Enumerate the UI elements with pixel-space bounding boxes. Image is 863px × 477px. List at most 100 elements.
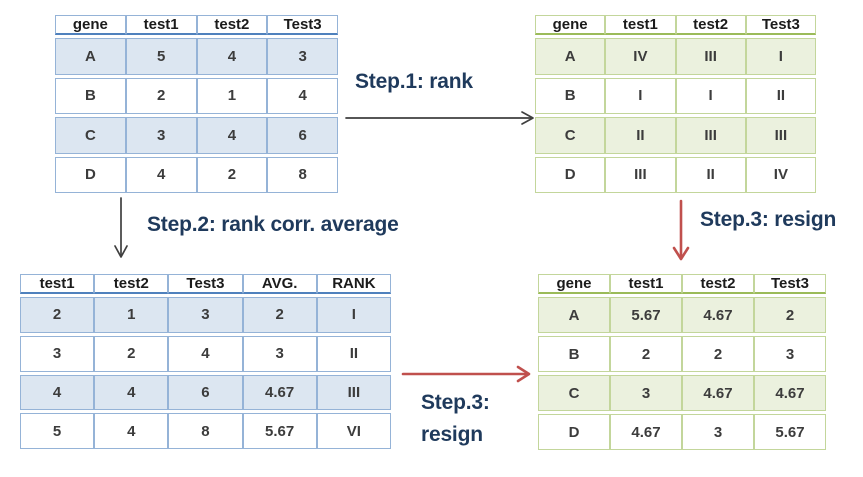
table-cell: 4 bbox=[267, 77, 338, 114]
table-cell: 4.67 bbox=[682, 297, 754, 333]
header-row: gene test1 test2 Test3 bbox=[538, 274, 826, 294]
right-arrow-red-icon bbox=[401, 365, 531, 383]
header-cell: test1 bbox=[125, 15, 197, 35]
table-cell: 5.67 bbox=[754, 414, 826, 450]
table-cell: III bbox=[675, 117, 746, 154]
step3-bottom-label-line2: resign bbox=[421, 423, 483, 446]
table-cell: II bbox=[605, 117, 676, 154]
header-cell: AVG. bbox=[242, 274, 317, 294]
table-cell: 2 bbox=[610, 336, 682, 372]
header-cell: RANK bbox=[316, 274, 391, 294]
table-cell: A bbox=[538, 297, 610, 333]
step3-bottom-label-line1: Step.3: bbox=[421, 391, 490, 414]
table-cell: 6 bbox=[267, 117, 338, 154]
header-cell: Test3 bbox=[745, 15, 816, 35]
header-cell: Test3 bbox=[267, 15, 338, 35]
header-cell: test2 bbox=[196, 15, 268, 35]
table-cell: D bbox=[538, 414, 610, 450]
step3-bottom-label: Step.3: resign bbox=[421, 387, 490, 451]
table-cell: 3 bbox=[168, 297, 243, 333]
table-cell: I bbox=[605, 77, 676, 114]
table-cell: D bbox=[535, 156, 606, 193]
table-cell: III bbox=[605, 156, 676, 193]
table-cell: 4 bbox=[196, 38, 268, 75]
table-cell: 5 bbox=[20, 413, 95, 449]
header-cell: gene bbox=[535, 15, 606, 35]
header-row: gene test1 test2 Test3 bbox=[535, 15, 816, 35]
table-cell: 4 bbox=[196, 117, 268, 154]
table-cell: III bbox=[675, 38, 746, 75]
table-cell: 4 bbox=[94, 413, 169, 449]
table-cell: II bbox=[745, 77, 816, 114]
table-cell: 4.67 bbox=[754, 375, 826, 411]
table-cell: I bbox=[316, 297, 391, 333]
down-arrow-red-icon bbox=[672, 199, 690, 261]
table-row: D III II IV bbox=[535, 156, 816, 193]
header-row: gene test1 test2 Test3 bbox=[55, 15, 338, 35]
header-cell: test1 bbox=[20, 274, 95, 294]
down-arrow-icon bbox=[114, 197, 128, 258]
table-row: 4 4 6 4.67 III bbox=[20, 374, 391, 411]
table-cell: 3 bbox=[267, 38, 338, 75]
table-cell: C bbox=[538, 375, 610, 411]
header-row: test1 test2 Test3 AVG. RANK bbox=[20, 274, 391, 294]
table-cell: 3 bbox=[682, 414, 754, 450]
table-cell: IV bbox=[745, 156, 816, 193]
table-cell: 2 bbox=[196, 156, 268, 193]
table-row: D 4.67 3 5.67 bbox=[538, 414, 826, 450]
table-cell: 4 bbox=[125, 156, 197, 193]
table-cell: 6 bbox=[168, 374, 243, 411]
table-cell: IV bbox=[605, 38, 676, 75]
table-raw-values: gene test1 test2 Test3 A 5 4 3 B 2 1 4 C 3 4 6 D 4 2 8 bbox=[55, 12, 338, 196]
table-cell: 2 bbox=[125, 77, 197, 114]
table-cell: 8 bbox=[267, 156, 338, 193]
table-cell: 5.67 bbox=[242, 413, 317, 449]
table-cell: VI bbox=[316, 413, 391, 449]
table-row: A IV III I bbox=[535, 38, 816, 75]
table-cell: 4 bbox=[94, 374, 169, 411]
table-cell: 3 bbox=[754, 336, 826, 372]
table-cell: B bbox=[538, 336, 610, 372]
table-cell: 2 bbox=[682, 336, 754, 372]
header-cell: test2 bbox=[675, 15, 746, 35]
table-cell: 5 bbox=[125, 38, 197, 75]
table-cell: I bbox=[745, 38, 816, 75]
table-cell: B bbox=[55, 77, 126, 114]
table-rank-average: test1 test2 Test3 AVG. RANK 2 1 3 2 I 3 2 4 3 II 4 4 6 4.6… bbox=[20, 271, 391, 452]
header-cell: test1 bbox=[610, 274, 682, 294]
header-cell: Test3 bbox=[754, 274, 826, 294]
table-cell: 5.67 bbox=[610, 297, 682, 333]
table-cell: 4 bbox=[168, 335, 243, 372]
table-cell: I bbox=[675, 77, 746, 114]
table-cell: 4.67 bbox=[682, 375, 754, 411]
table-ranked-values: gene test1 test2 Test3 A IV III I B I I II C II III III… bbox=[535, 12, 816, 196]
header-cell: test2 bbox=[682, 274, 754, 294]
table-cell: 2 bbox=[242, 297, 317, 333]
table-cell: 1 bbox=[94, 297, 169, 333]
table-cell: 2 bbox=[754, 297, 826, 333]
table-cell: C bbox=[55, 117, 126, 154]
table-cell: 3 bbox=[242, 335, 317, 372]
table-row: 5 4 8 5.67 VI bbox=[20, 413, 391, 449]
table-cell: B bbox=[535, 77, 606, 114]
table-cell: 3 bbox=[125, 117, 197, 154]
table-cell: III bbox=[316, 374, 391, 411]
step3-right-label: Step.3: resign bbox=[700, 208, 837, 231]
header-cell: gene bbox=[538, 274, 610, 294]
table-cell: 8 bbox=[168, 413, 243, 449]
table-cell: 2 bbox=[94, 335, 169, 372]
right-arrow-icon bbox=[345, 111, 534, 125]
table-cell: 3 bbox=[20, 335, 95, 372]
header-cell: gene bbox=[55, 15, 126, 35]
table-resigned-values: gene test1 test2 Test3 A 5.67 4.67 2 B 2 2 3 C 3 4.67 4… bbox=[538, 271, 826, 453]
step1-label: Step.1: rank bbox=[355, 70, 473, 93]
header-cell: test1 bbox=[605, 15, 676, 35]
table-row: 3 2 4 3 II bbox=[20, 335, 391, 372]
table-cell: 4.67 bbox=[610, 414, 682, 450]
